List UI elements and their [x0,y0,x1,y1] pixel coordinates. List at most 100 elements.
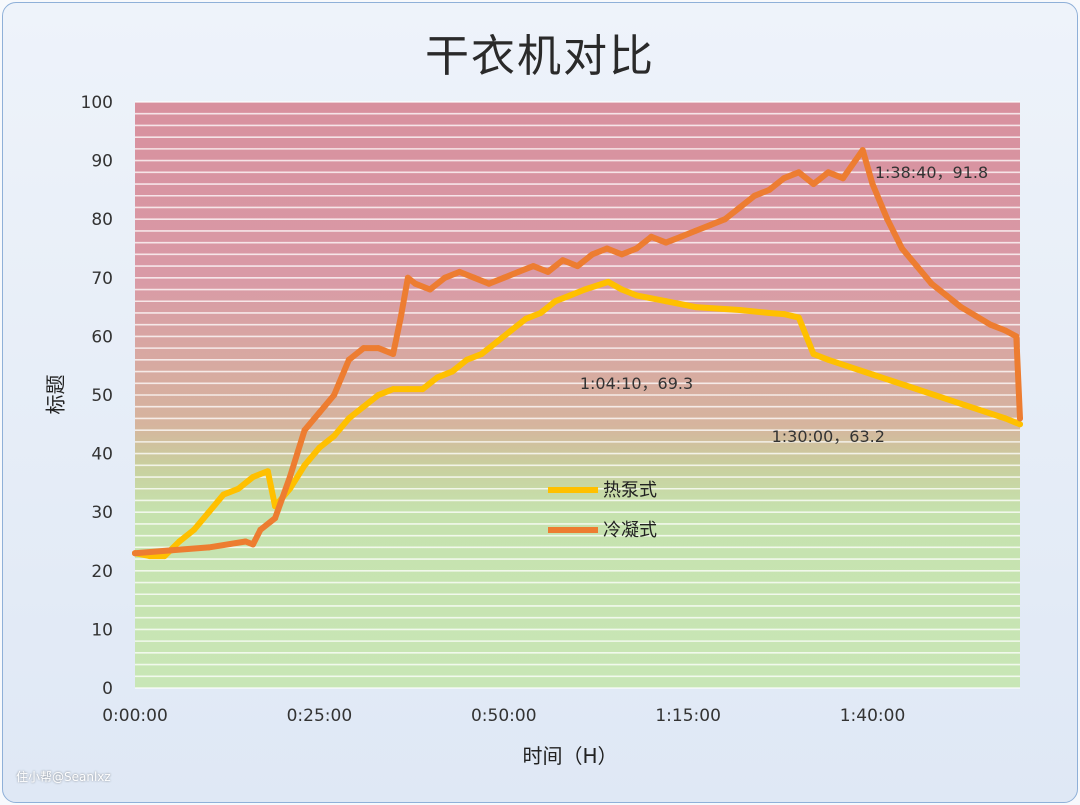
data-point [316,444,323,451]
data-point [360,345,367,352]
data-point [537,310,544,316]
data-point [390,386,397,393]
data-point [345,415,352,422]
data-point [958,304,964,311]
data-point [220,491,227,498]
data-point [567,292,574,299]
data-point [463,356,470,363]
x-axis-ticks: 0:00:00 0:25:00 0:50:00 1:15:00 1:40:00 [102,706,905,726]
data-point [345,356,352,363]
data-point [648,233,655,240]
y-tick-label: 50 [91,386,113,406]
y-tick-label: 0 [102,679,113,699]
data-point [486,280,492,287]
data-point [736,307,743,313]
chart-title: 干衣机对比 [425,31,655,82]
data-point [419,386,426,393]
data-point [242,538,249,545]
data-point [272,515,279,522]
data-point [500,274,507,281]
data-point [663,239,669,246]
data-point [449,368,456,375]
data-point [810,181,817,187]
data-point [412,280,419,287]
series-layer [132,147,1023,560]
data-point [604,245,610,252]
data-point [530,263,537,270]
data-label: 1:38:40，91.8 [875,163,988,182]
data-point [766,310,773,316]
data-point [633,245,640,252]
data-point [899,245,905,252]
x-tick-label: 0:25:00 [287,706,353,726]
data-point [264,468,271,475]
data-point [316,409,323,416]
watermark: 住小帮@Seanlxz [16,770,111,784]
data-point [677,233,684,240]
data-point [722,216,728,223]
x-axis-label: 时间（H） [522,744,618,768]
data-point [943,292,950,299]
data-label: 1:30:00，63.2 [772,427,885,446]
data-point [545,268,551,275]
data-point [589,251,596,258]
y-axis-label: 标题 [43,374,68,415]
data-point [692,304,699,311]
data-point [736,204,743,211]
data-point [663,298,669,305]
data-point [360,403,367,410]
data-point [795,169,802,176]
x-tick-label: 1:40:00 [840,706,906,726]
y-tick-label: 30 [91,503,113,523]
y-tick-label: 90 [91,152,113,172]
y-tick-label: 20 [91,562,113,582]
data-point [810,351,817,357]
data-point [618,251,625,258]
data-point [176,538,183,545]
data-point [869,371,876,378]
legend-label: 冷凝式 [603,520,657,541]
data-point [132,550,138,557]
data-point [840,175,846,182]
data-point [781,175,787,182]
data-point [257,526,264,533]
y-axis-ticks: 0 10 20 30 40 50 60 70 80 90 100 [81,93,113,699]
data-point [493,339,500,346]
data-point [250,474,256,480]
data-point [301,427,308,434]
data-point [397,315,404,322]
y-tick-label: 100 [81,93,113,113]
data-point [375,345,382,352]
data-point [1002,327,1009,334]
data-point [471,274,478,281]
data-point [404,386,411,393]
y-tick-label: 80 [91,210,113,230]
data-point [781,311,787,318]
y-tick-label: 70 [91,269,113,289]
data-point [515,268,522,275]
data-point [441,274,448,281]
data-point [286,474,293,480]
data-point [913,386,920,393]
data-point [375,392,382,398]
data-point [205,509,212,516]
data-point [331,433,338,439]
y-tick-label: 60 [91,327,113,347]
data-point [633,292,640,299]
data-point [795,314,802,321]
data-point [434,374,441,381]
data-point [859,147,866,154]
data-point [427,286,433,293]
data-point [884,216,891,223]
series-line-2 [132,147,1023,557]
data-point [958,400,964,407]
y-tick-label: 40 [91,445,113,465]
data-point [692,227,699,234]
x-tick-label: 0:50:00 [471,706,537,726]
data-point [869,181,876,187]
data-point [205,544,212,551]
data-point [825,169,832,176]
data-point [825,356,832,363]
